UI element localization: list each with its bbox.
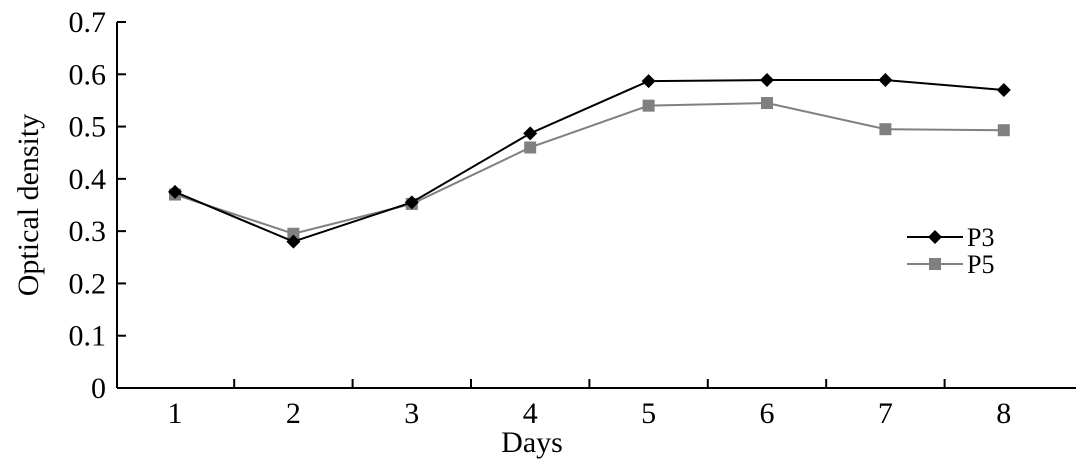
y-axis-title: Optical density bbox=[12, 114, 45, 296]
data-point-p3 bbox=[878, 73, 893, 88]
data-point-p3 bbox=[641, 74, 656, 89]
x-tick-label: 8 bbox=[996, 397, 1011, 430]
x-tick-label: 2 bbox=[286, 397, 301, 430]
data-point-p5 bbox=[287, 227, 300, 240]
y-tick-label: 0.1 bbox=[69, 320, 107, 353]
series-p5 bbox=[169, 97, 1010, 240]
data-point-p3 bbox=[404, 195, 419, 210]
x-tick-label: 5 bbox=[641, 397, 656, 430]
x-axis-title: Days bbox=[501, 426, 563, 459]
y-ticks: 0 0.1 0.2 0.3 0.4 0.5 0.6 0.7 bbox=[69, 6, 126, 405]
data-point-p5 bbox=[761, 97, 773, 110]
legend-marker-p3 bbox=[928, 230, 942, 244]
legend-item-p3: P3 bbox=[907, 223, 994, 252]
y-tick-label: 0 bbox=[91, 372, 106, 405]
data-point-p5 bbox=[997, 124, 1010, 137]
data-point-p3 bbox=[996, 82, 1011, 97]
legend-label: P3 bbox=[967, 223, 994, 252]
series-layer bbox=[168, 73, 1011, 249]
data-point-p5 bbox=[879, 123, 892, 136]
data-point-p3 bbox=[760, 73, 774, 88]
y-tick-label: 0.7 bbox=[69, 6, 107, 39]
y-tick-label: 0.4 bbox=[69, 163, 107, 196]
data-point-p3 bbox=[523, 126, 538, 141]
data-point-p5 bbox=[524, 141, 537, 154]
y-tick-label: 0.6 bbox=[69, 58, 107, 91]
data-point-p3 bbox=[168, 184, 182, 199]
y-tick-label: 0.3 bbox=[69, 215, 107, 248]
data-point-p5 bbox=[642, 99, 655, 112]
y-tick-label: 0.5 bbox=[69, 111, 107, 144]
series-p3 bbox=[168, 73, 1011, 249]
axes bbox=[116, 22, 1076, 389]
x-ticks: 1 2 3 4 5 6 7 8 bbox=[168, 379, 1011, 430]
x-tick-label: 1 bbox=[168, 397, 183, 430]
x-tick-label: 3 bbox=[404, 397, 419, 430]
series-line-p3 bbox=[174, 79, 1004, 243]
x-tick-label: 4 bbox=[523, 397, 538, 430]
legend-marker-p5 bbox=[929, 258, 941, 270]
x-tick-label: 7 bbox=[878, 397, 893, 430]
series-line-p5 bbox=[174, 102, 1004, 235]
x-tick-label: 6 bbox=[760, 397, 775, 430]
data-point-p3 bbox=[286, 234, 301, 249]
legend-item-p5: P5 bbox=[907, 250, 994, 279]
legend-label: P5 bbox=[967, 250, 994, 279]
y-tick-label: 0.2 bbox=[69, 267, 107, 300]
